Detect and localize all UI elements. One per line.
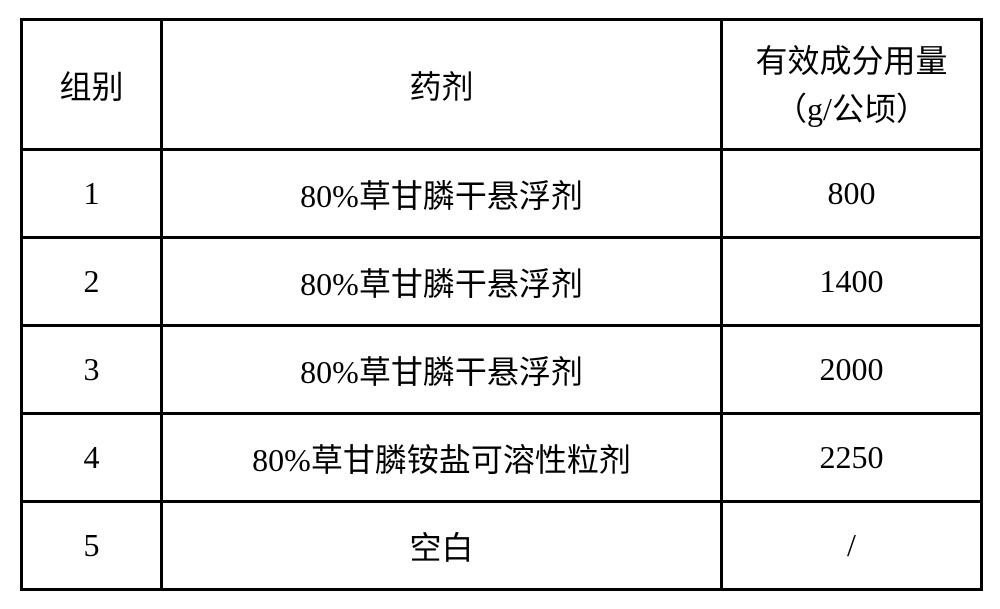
cell-amount: 2000 [722,326,982,414]
table-row: 5 空白 / [22,502,982,590]
header-amount-line2: （g/公顷） [723,85,980,133]
header-amount-line1: 有效成分用量 [723,37,980,85]
table-row: 2 80%草甘膦干悬浮剂 1400 [22,238,982,326]
table-row: 1 80%草甘膦干悬浮剂 800 [22,150,982,238]
cell-agent: 80%草甘膦干悬浮剂 [162,326,722,414]
cell-group: 3 [22,326,162,414]
cell-agent: 80%草甘膦干悬浮剂 [162,150,722,238]
cell-group: 4 [22,414,162,502]
table-body: 1 80%草甘膦干悬浮剂 800 2 80%草甘膦干悬浮剂 1400 3 80%… [22,150,982,590]
data-table: 组别 药剂 有效成分用量 （g/公顷） 1 80%草甘膦干悬浮剂 800 2 8… [20,18,983,591]
cell-group: 2 [22,238,162,326]
table-row: 3 80%草甘膦干悬浮剂 2000 [22,326,982,414]
header-agent: 药剂 [162,20,722,150]
header-row: 组别 药剂 有效成分用量 （g/公顷） [22,20,982,150]
table-row: 4 80%草甘膦铵盐可溶性粒剂 2250 [22,414,982,502]
cell-amount: 1400 [722,238,982,326]
header-group: 组别 [22,20,162,150]
cell-agent: 80%草甘膦铵盐可溶性粒剂 [162,414,722,502]
cell-amount: 800 [722,150,982,238]
table-container: 组别 药剂 有效成分用量 （g/公顷） 1 80%草甘膦干悬浮剂 800 2 8… [20,18,980,591]
cell-agent: 80%草甘膦干悬浮剂 [162,238,722,326]
cell-group: 5 [22,502,162,590]
cell-amount: 2250 [722,414,982,502]
cell-group: 1 [22,150,162,238]
cell-agent: 空白 [162,502,722,590]
cell-amount: / [722,502,982,590]
header-amount: 有效成分用量 （g/公顷） [722,20,982,150]
table-header: 组别 药剂 有效成分用量 （g/公顷） [22,20,982,150]
